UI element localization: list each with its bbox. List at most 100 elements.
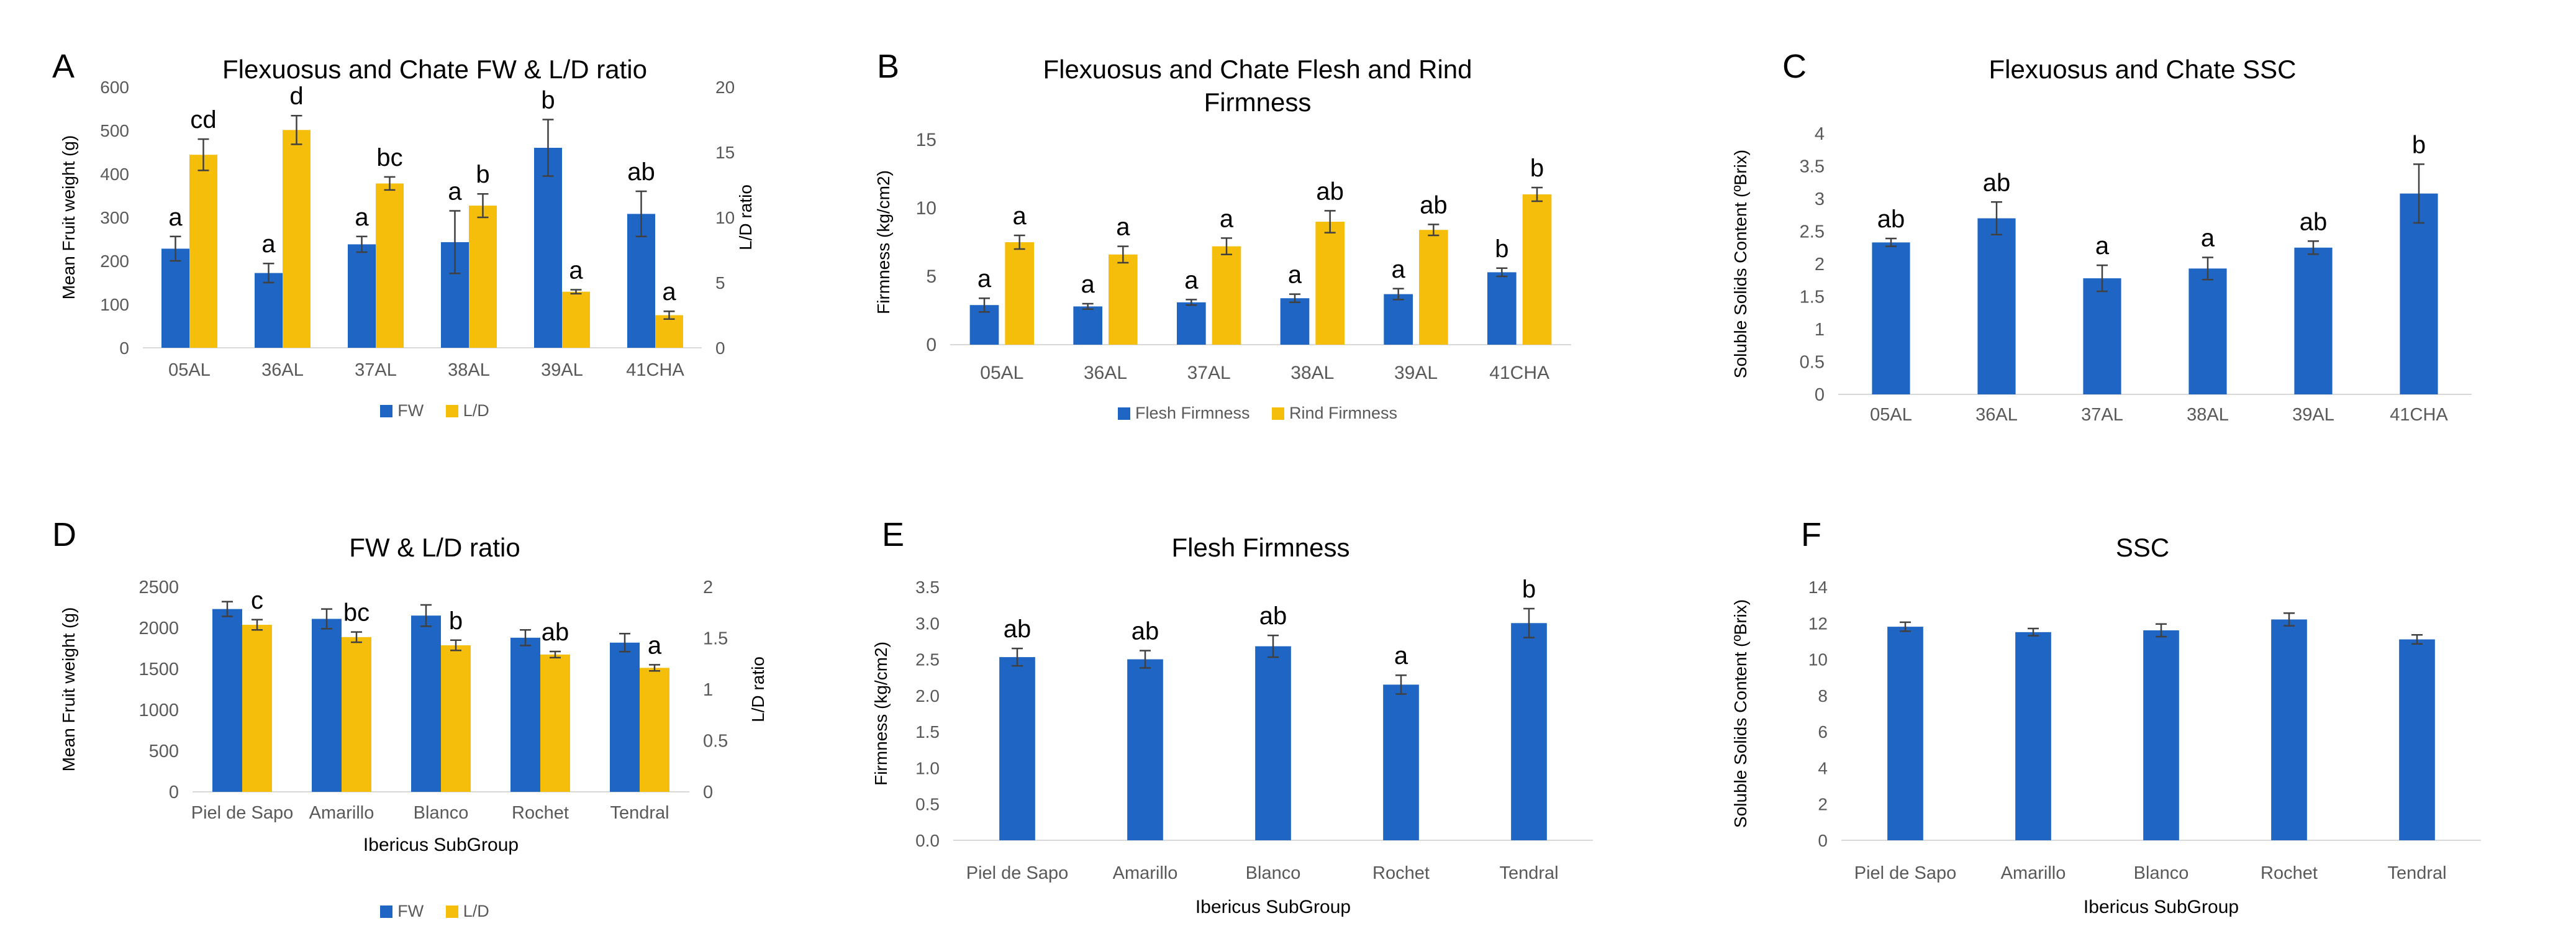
y2-tick-label: 0 — [715, 338, 725, 358]
significance-letter: bc — [376, 144, 402, 171]
x-tick-label: Tendral — [1499, 863, 1558, 883]
significance-letter: a — [1184, 266, 1199, 294]
y-tick-label: 8 — [1818, 686, 1828, 706]
chart-panel-b: B Flexuosus and Chate Flesh and Rind Fir… — [857, 43, 1658, 441]
legend-label: FW — [397, 401, 424, 420]
x-tick-label: Rochet — [512, 803, 569, 823]
significance-letter: c — [251, 587, 263, 614]
significance-letter: a — [977, 265, 992, 293]
legend-label: Rind Firmness — [1289, 404, 1398, 422]
legend-item: Flesh Firmness — [1117, 404, 1250, 423]
chart-legend: FW L/D — [50, 902, 820, 921]
y-tick-label: 100 — [100, 295, 129, 314]
significance-letter: cd — [190, 106, 216, 134]
significance-letter: a — [448, 178, 462, 206]
x-tick-label: Piel de Sapo — [191, 803, 293, 823]
y2-tick-label: 15 — [715, 143, 735, 162]
y2-tick-label: 5 — [715, 273, 725, 293]
y-axis-label: Firmness (kg/cm2) — [874, 170, 893, 314]
x-axis-label: Ibericus SubGroup — [2084, 897, 2239, 917]
significance-letter: b — [449, 607, 463, 635]
significance-letter: ab — [2300, 208, 2328, 235]
significance-letter: a — [648, 632, 662, 659]
y-tick-label: 15 — [916, 130, 937, 150]
y-tick-label: 2.5 — [915, 650, 940, 669]
y-tick-label: 0 — [169, 783, 179, 802]
significance-letter: a — [2095, 232, 2110, 260]
chart-legend: FW L/D — [50, 401, 820, 420]
y-tick-label: 10 — [916, 198, 937, 219]
y-tick-label: 3.5 — [915, 578, 940, 597]
significance-letter: ab — [1420, 191, 1448, 219]
x-tick-label: Blanco — [414, 803, 469, 823]
legend-swatch — [445, 905, 458, 918]
legend-swatch — [380, 905, 393, 918]
panel-label: E — [882, 516, 905, 553]
significance-letter: a — [569, 257, 583, 284]
chart-panel-a: A Flexuosus and Chate FW & L/D ratio 0 10… — [50, 43, 820, 441]
significance-letter: b — [1495, 235, 1508, 263]
x-tick-label: Amarillo — [1113, 863, 1178, 883]
significance-letter: b — [1530, 155, 1544, 182]
bar — [1127, 659, 1163, 840]
bar — [469, 206, 497, 348]
y-tick-label: 1.5 — [1800, 288, 1825, 307]
bar — [562, 291, 590, 348]
legend-swatch — [380, 405, 393, 417]
y-tick-label: 1000 — [138, 701, 179, 720]
significance-letter: ab — [1004, 615, 1032, 643]
x-tick-label: Tendral — [2387, 863, 2446, 883]
bar — [1255, 646, 1291, 840]
bar — [1511, 623, 1547, 840]
y-tick-label: 1 — [1815, 320, 1825, 340]
bar — [2400, 193, 2438, 394]
bar — [212, 609, 242, 792]
y-tick-label: 4 — [1815, 124, 1825, 144]
chart-legend: Flesh Firmness Rind Firmness — [857, 404, 1658, 423]
y-axis-label: Mean Fruit weight (g) — [59, 607, 78, 772]
bar — [2143, 630, 2179, 840]
legend-item: L/D — [445, 401, 489, 420]
y-tick-label: 0.0 — [915, 831, 940, 850]
x-tick-label: 05AL — [980, 363, 1023, 383]
significance-letter: ab — [627, 158, 655, 186]
chart-panel-e: E Flesh Firmness 0.0 0.5 1.0 1.5 2.0 2.5 3.0 3.… — [857, 515, 1664, 938]
bar — [255, 273, 283, 348]
significance-letter: b — [541, 87, 555, 114]
chart-plot: 0.0 0.5 1.0 1.5 2.0 2.5 3.0 3.5 Firmness (kg/cm2… — [871, 576, 1593, 917]
y-tick-label: 600 — [100, 78, 129, 97]
y-tick-label: 0 — [1818, 831, 1828, 850]
legend-swatch — [1272, 407, 1284, 420]
bar — [1383, 684, 1419, 840]
y2-tick-label: 20 — [715, 78, 735, 97]
bar — [161, 248, 189, 348]
significance-letter: a — [261, 230, 276, 258]
legend-label: Flesh Firmness — [1135, 404, 1250, 422]
y-axis-label: Firmness (kg/cm2) — [871, 642, 891, 786]
bar — [655, 315, 683, 348]
legend-item: L/D — [445, 902, 489, 921]
y-tick-label: 4 — [1818, 758, 1828, 778]
x-tick-label: 37AL — [355, 360, 397, 380]
chart-panel-f: F SSC 0 2 4 6 8 10 12 14 Soluble Solids Content … — [1714, 515, 2571, 938]
y-tick-label: 500 — [100, 121, 129, 140]
y-tick-label: 2.5 — [1800, 222, 1825, 242]
significance-letter: ab — [1877, 206, 1905, 233]
x-tick-label: Blanco — [2134, 863, 2189, 883]
legend-swatch — [445, 405, 458, 417]
chart-title: Flexuosus and Chate FW & L/D ratio — [222, 55, 647, 84]
significance-letter: d — [289, 83, 303, 110]
legend-label: FW — [397, 902, 424, 920]
bar — [441, 645, 471, 792]
y2-tick-label: 10 — [715, 208, 735, 227]
bar — [1887, 627, 1923, 840]
significance-letter: a — [1288, 261, 1302, 289]
bar — [510, 637, 540, 792]
y-tick-label: 300 — [100, 208, 129, 227]
bar — [610, 642, 640, 792]
panel-label: C — [1782, 48, 1807, 85]
significance-letter: ab — [1259, 602, 1287, 630]
x-tick-label: 05AL — [1870, 405, 1912, 425]
bar — [1005, 242, 1034, 345]
x-tick-label: Amarillo — [2001, 863, 2066, 883]
